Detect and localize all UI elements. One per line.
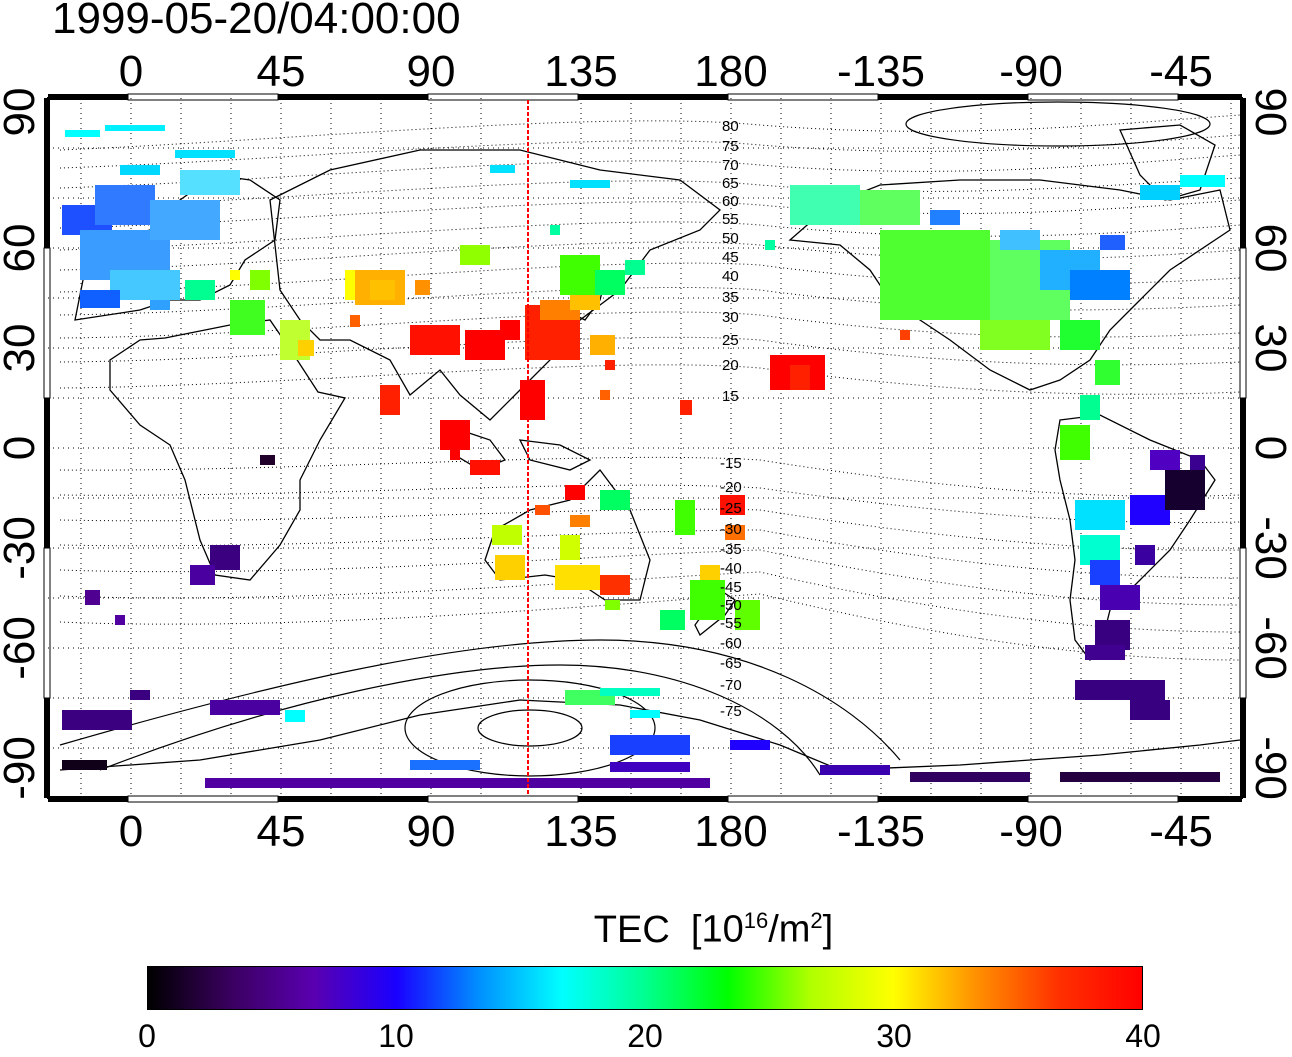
lon-tick-label: -135 xyxy=(837,47,925,96)
top-lon-labels: 0 45 90 135 180 -135 -90 -45 xyxy=(119,47,1213,96)
mlat-label: 40 xyxy=(722,268,739,285)
colorbar-tick-label: 30 xyxy=(876,1018,912,1054)
left-lat-labels: 90 60 30 0 -30 -60 -90 xyxy=(0,88,44,800)
antarctica-coast xyxy=(59,699,1241,771)
colorbar-unit-close: ] xyxy=(822,908,834,951)
colorbar-unit-exp2: 2 xyxy=(810,908,823,933)
mlat-labels: 80 75 70 65 60 55 50 45 40 35 30 25 20 1… xyxy=(720,118,742,720)
mlat-label: -25 xyxy=(720,500,742,517)
greenland-coast xyxy=(1119,124,1216,201)
mlat-label: -60 xyxy=(720,635,742,652)
mlat-label: 65 xyxy=(722,175,739,192)
lon-tick-label: 180 xyxy=(694,807,767,856)
tec-cells-africa xyxy=(85,455,275,625)
colorbar-unit2: /m xyxy=(768,908,811,951)
lon-tick-label: 180 xyxy=(694,47,767,96)
lat-tick-label: -60 xyxy=(0,616,44,680)
mlat-label: 20 xyxy=(722,357,739,374)
colorbar-title-text: TEC xyxy=(593,908,670,951)
lon-tick-label: 45 xyxy=(257,807,306,856)
tec-cells-north-america xyxy=(765,175,1225,420)
tec-colorbar xyxy=(147,966,1143,1010)
mlat-label: -20 xyxy=(720,479,742,496)
lon-tick-label: 45 xyxy=(257,47,306,96)
mlat-label: 45 xyxy=(722,249,739,266)
mlat-label: 25 xyxy=(722,332,739,349)
mlat-label: 15 xyxy=(722,388,739,405)
mlat-label: 55 xyxy=(722,211,739,228)
mlat-label: -65 xyxy=(720,655,742,672)
tec-cells-pacific-south xyxy=(660,400,760,630)
tec-observations xyxy=(62,125,1225,788)
lon-tick-label: -135 xyxy=(837,807,925,856)
bottom-lon-labels: 0 45 90 135 180 -135 -90 -45 xyxy=(119,807,1213,856)
mlat-label: -15 xyxy=(720,455,742,472)
colorbar-tick-label: 10 xyxy=(378,1018,414,1054)
lon-tick-label: 90 xyxy=(407,47,456,96)
tec-cells-india-sea xyxy=(380,325,545,475)
tec-cells-middle-east xyxy=(230,270,360,360)
colorbar-unit: [10 xyxy=(690,908,744,951)
lat-tick-label: -30 xyxy=(1246,516,1292,580)
tec-cells-central-asia xyxy=(355,245,490,305)
mlat-label: -30 xyxy=(720,521,742,538)
frame-ticks xyxy=(43,93,1247,803)
lon-tick-label: -45 xyxy=(1149,807,1213,856)
tec-cells-australia xyxy=(492,485,630,610)
mlat-label: 50 xyxy=(722,230,739,247)
tec-cells-hawaii xyxy=(770,355,825,390)
tec-world-map: 80 75 70 65 60 55 50 45 40 35 30 25 20 1… xyxy=(0,47,1292,856)
lat-tick-label: -30 xyxy=(0,516,44,580)
map-timestamp-title: 1999-05-20/04:00:00 xyxy=(52,0,461,43)
mlat-label: -75 xyxy=(720,703,742,720)
mlat-label: 35 xyxy=(722,289,739,306)
colorbar-tick-label: 20 xyxy=(627,1018,663,1054)
tec-cells-east-asia xyxy=(490,165,645,400)
tec-cells-europe xyxy=(62,125,240,310)
mlat-label: 60 xyxy=(722,193,739,210)
lat-tick-label: -90 xyxy=(0,736,44,800)
lat-tick-label: 30 xyxy=(1246,324,1292,373)
colorbar-tick-label: 0 xyxy=(138,1018,156,1054)
lat-tick-label: 90 xyxy=(0,88,44,137)
tec-cells-south-america xyxy=(1060,425,1205,660)
lon-tick-label: -90 xyxy=(999,47,1063,96)
lat-tick-label: -90 xyxy=(1246,736,1292,800)
mlat-label: 75 xyxy=(722,138,739,155)
lat-tick-label: 0 xyxy=(0,436,44,460)
mlat-label: -35 xyxy=(720,541,742,558)
lat-tick-label: -60 xyxy=(1246,616,1292,680)
lon-tick-label: -90 xyxy=(999,807,1063,856)
lon-tick-label: 135 xyxy=(544,47,617,96)
lat-tick-label: 90 xyxy=(1246,88,1292,137)
mlat-label: -45 xyxy=(720,579,742,596)
right-lat-labels: 90 60 30 0 -30 -60 -90 xyxy=(1246,88,1292,800)
lat-tick-label: 30 xyxy=(0,324,44,373)
colorbar-tick-label: 40 xyxy=(1125,1018,1161,1054)
mlat-label: -70 xyxy=(720,677,742,694)
mlat-label: 80 xyxy=(722,118,739,135)
lat-tick-label: 0 xyxy=(1246,436,1292,460)
lon-tick-label: 90 xyxy=(407,807,456,856)
lat-tick-label: 60 xyxy=(0,224,44,273)
lat-tick-label: 60 xyxy=(1246,224,1292,273)
lon-tick-label: 0 xyxy=(119,47,143,96)
lon-tick-label: -45 xyxy=(1149,47,1213,96)
colorbar-unit-exp: 16 xyxy=(743,908,769,933)
mlat-label: 30 xyxy=(722,309,739,326)
mlat-label: 70 xyxy=(722,157,739,174)
lon-tick-label: 0 xyxy=(119,807,143,856)
lon-tick-label: 135 xyxy=(544,807,617,856)
mlat-label: -50 xyxy=(720,597,742,614)
tec-cells-antarctica xyxy=(62,680,1220,788)
mlat-label: -40 xyxy=(720,560,742,577)
mlat-label: -55 xyxy=(720,615,742,632)
colorbar-title: TEC [1016/m2] xyxy=(0,908,1292,952)
